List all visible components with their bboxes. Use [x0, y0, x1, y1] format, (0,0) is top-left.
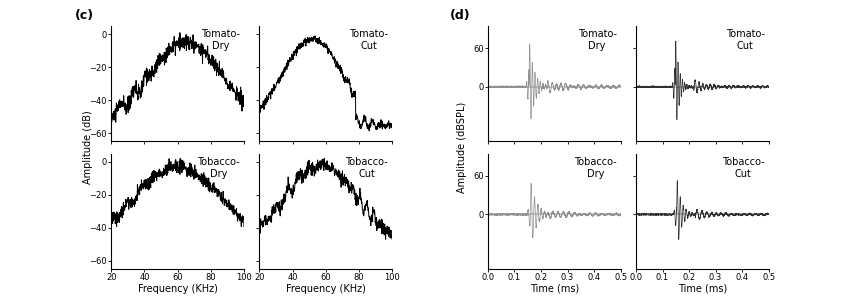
X-axis label: Frequency (KHz): Frequency (KHz)	[286, 284, 366, 294]
Text: Tomato-
Dry: Tomato- Dry	[578, 29, 616, 51]
Text: Amplitude (dB): Amplitude (dB)	[83, 111, 93, 184]
Text: Tomato-
Cut: Tomato- Cut	[349, 29, 388, 51]
Text: Tobacco-
Cut: Tobacco- Cut	[722, 157, 764, 178]
Text: Tobacco-
Dry: Tobacco- Dry	[574, 157, 616, 178]
Text: Tobacco-
Cut: Tobacco- Cut	[346, 157, 388, 178]
Text: (d): (d)	[449, 9, 470, 22]
Text: Tomato-
Dry: Tomato- Dry	[201, 29, 240, 51]
Text: (c): (c)	[74, 9, 93, 22]
X-axis label: Time (ms): Time (ms)	[678, 284, 727, 294]
Text: Tomato-
Cut: Tomato- Cut	[726, 29, 764, 51]
Text: Amplitude (dBSPL): Amplitude (dBSPL)	[457, 102, 467, 193]
X-axis label: Time (ms): Time (ms)	[530, 284, 579, 294]
Text: Tobacco-
Dry: Tobacco- Dry	[198, 157, 240, 178]
X-axis label: Frequency (KHz): Frequency (KHz)	[138, 284, 217, 294]
